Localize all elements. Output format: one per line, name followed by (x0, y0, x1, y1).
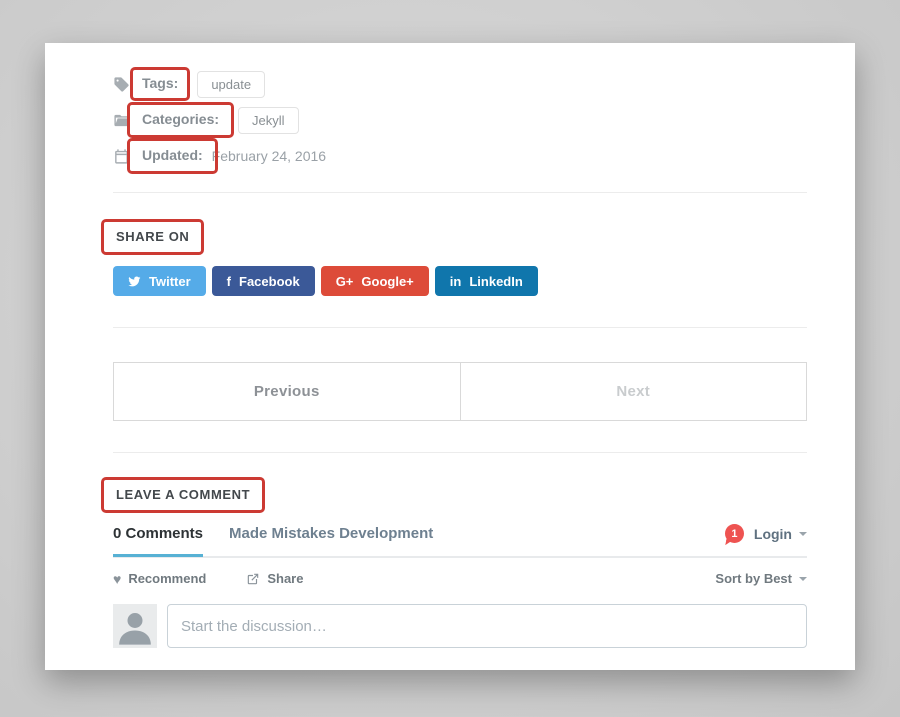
share-heading: SHARE ON (116, 229, 190, 244)
recommend-label: Recommend (128, 571, 207, 586)
community-name-tab[interactable]: Made Mistakes Development (229, 525, 434, 542)
share-google-plus-label: Google+ (361, 273, 414, 289)
post-meta: Tags: update Categories: Jekyll Updated: (113, 67, 807, 174)
tag-icon (113, 76, 130, 93)
share-facebook-label: Facebook (239, 273, 300, 289)
annotation-box-categories: Categories: (127, 102, 235, 138)
share-linkedin-button[interactable]: in LinkedIn (434, 266, 538, 296)
updated-label: Updated: (142, 147, 203, 163)
divider (113, 452, 807, 453)
annotation-box-updated: Updated: (127, 138, 218, 174)
next-post-button[interactable]: Next (616, 383, 651, 400)
facebook-icon: f (226, 273, 231, 289)
sort-label: Sort by Best (715, 571, 792, 586)
comments-header: 0 Comments Made Mistakes Development 1 L… (113, 524, 807, 558)
avatar (113, 604, 157, 648)
comments-heading: LEAVE A COMMENT (116, 487, 251, 502)
comments-section: LEAVE A COMMENT 0 Comments Made Mistakes… (101, 477, 807, 648)
comment-composer (113, 604, 807, 648)
login-button[interactable]: Login (753, 525, 792, 542)
share-icon (246, 572, 260, 586)
share-facebook-button[interactable]: f Facebook (211, 266, 315, 296)
chevron-down-icon (799, 531, 807, 536)
post-pagination: Previous Next (113, 362, 807, 421)
recommend-button[interactable]: ♥ Recommend (113, 571, 206, 586)
login-notification-badge: 1 (724, 524, 744, 543)
sort-by-best-dropdown[interactable]: Sort by Best (715, 571, 807, 586)
chevron-down-icon (799, 576, 807, 581)
heart-icon: ♥ (113, 570, 122, 587)
linkedin-icon: in (449, 273, 462, 289)
tags-row: Tags: update (113, 67, 807, 101)
page-card: Tags: update Categories: Jekyll Updated: (45, 43, 855, 670)
tag-pill-update[interactable]: update (197, 70, 266, 98)
categories-row: Categories: Jekyll (113, 102, 807, 138)
comment-count-tab[interactable]: 0 Comments (113, 525, 204, 557)
share-linkedin-label: LinkedIn (469, 273, 523, 289)
updated-row: Updated: February 24, 2016 (113, 138, 807, 174)
google-plus-icon: G+ (335, 273, 354, 289)
post-footer: Tags: update Categories: Jekyll Updated: (101, 67, 807, 648)
share-buttons: Twitter f Facebook G+ Google+ in LinkedI… (113, 266, 807, 296)
annotation-box-share-on: SHARE ON (101, 219, 205, 255)
share-twitter-label: Twitter (149, 273, 191, 289)
comments-toolbar: ♥ Recommend Share Sort by Best (113, 558, 807, 598)
calendar-icon (113, 148, 130, 165)
share-thread-button[interactable]: Share (246, 571, 303, 586)
updated-date: February 24, 2016 (211, 148, 327, 164)
categories-label: Categories: (142, 111, 220, 127)
divider (113, 192, 807, 193)
category-pill-jekyll[interactable]: Jekyll (238, 106, 299, 134)
share-twitter-button[interactable]: Twitter (113, 266, 206, 296)
annotation-box-tags: Tags: (130, 67, 191, 101)
share-section: SHARE ON Twitter f Facebook G+ Google+ (101, 219, 807, 296)
share-thread-label: Share (267, 571, 304, 586)
divider (113, 327, 807, 328)
comment-input[interactable] (167, 604, 807, 648)
previous-post-button[interactable]: Previous (114, 363, 461, 420)
share-google-plus-button[interactable]: G+ Google+ (320, 266, 429, 296)
annotation-box-leave-a-comment: LEAVE A COMMENT (101, 477, 266, 513)
login-area: 1 Login (724, 524, 807, 556)
tags-label: Tags: (142, 75, 179, 91)
folder-icon (113, 112, 130, 129)
twitter-icon (128, 275, 141, 288)
